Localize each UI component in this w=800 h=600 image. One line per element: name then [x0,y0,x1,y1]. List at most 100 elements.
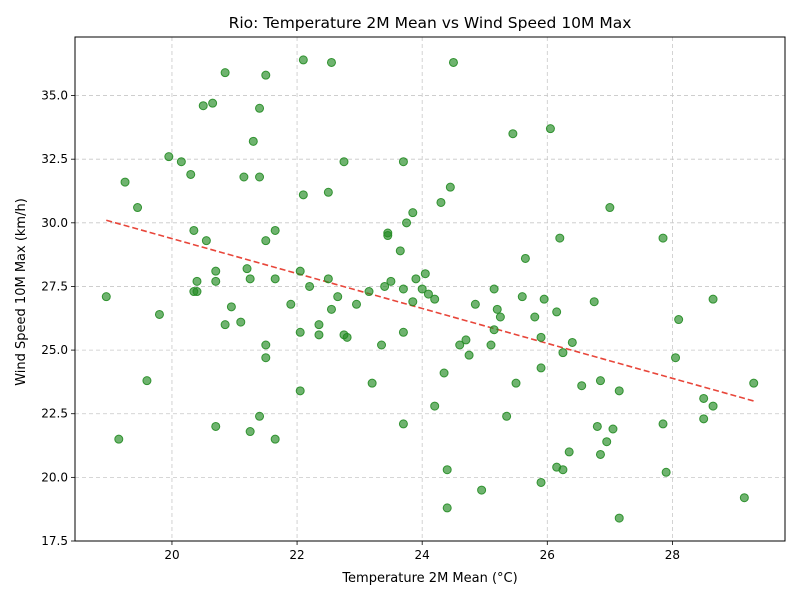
data-point [201,236,211,246]
data-point [439,368,449,378]
data-point [186,169,196,179]
data-point [442,465,452,475]
y-tick-label: 20.0 [41,470,68,484]
data-point [261,236,271,246]
data-point [592,421,602,431]
y-axis-label: Wind Speed 10M Max (km/h) [14,198,29,386]
data-point [558,348,568,358]
data-point [211,266,221,276]
data-point [420,269,430,279]
data-point [270,225,280,235]
data-point [605,203,615,213]
data-point [342,332,352,342]
data-point [245,274,255,284]
data-point [142,376,152,386]
data-point [154,309,164,319]
data-point [558,465,568,475]
data-point [564,447,574,457]
data-point [614,513,624,523]
data-point [270,274,280,284]
data-point [567,337,577,347]
data-point [602,437,612,447]
data-point [614,386,624,396]
data-point [220,68,230,78]
data-point [486,340,496,350]
data-point [708,401,718,411]
x-tick-label: 26 [540,548,555,562]
y-tick-label: 30.0 [41,216,68,230]
x-tick-label: 24 [415,548,430,562]
data-point [270,434,280,444]
data-point [333,292,343,302]
data-point [192,287,202,297]
data-point [242,264,252,274]
data-point [545,124,555,134]
x-tick-label: 28 [665,548,680,562]
data-point [211,276,221,286]
data-point [589,297,599,307]
data-point [502,411,512,421]
data-point [236,317,246,327]
data-point [398,419,408,429]
data-point [286,299,296,309]
data-point [489,325,499,335]
data-point [445,182,455,192]
data-point [661,467,671,477]
data-point [323,187,333,197]
data-point [448,57,458,67]
data-point [261,340,271,350]
data-point [455,340,465,350]
data-point [536,363,546,373]
y-tick-label: 27.5 [41,279,68,293]
data-point [461,335,471,345]
data-point [295,266,305,276]
data-point [520,253,530,263]
data-point [489,284,499,294]
data-point [386,276,396,286]
data-point [577,381,587,391]
data-point [408,297,418,307]
data-point [495,312,505,322]
trend-layer [106,219,754,402]
data-point [511,378,521,388]
data-point [398,327,408,337]
data-point [658,419,668,429]
data-point [326,304,336,314]
data-point [699,393,709,403]
y-axis-ticks: 17.5 20.0 22.5 25.0 27.5 30.0 32.5 35.0 [41,89,75,548]
data-point [383,231,393,241]
data-point [339,157,349,167]
data-point [380,281,390,291]
data-point [323,274,333,284]
data-point [295,327,305,337]
data-point [595,376,605,386]
data-point [442,503,452,513]
data-point [298,190,308,200]
data-point [508,129,518,139]
data-point [492,304,502,314]
data-point [208,98,218,108]
data-point [708,294,718,304]
data-point [211,421,221,431]
data-point [539,294,549,304]
data-point [436,197,446,207]
data-point [377,340,387,350]
data-point [517,292,527,302]
data-point [555,233,565,243]
data-point [674,315,684,325]
data-point [120,177,130,187]
data-point [198,101,208,111]
data-point [255,411,265,421]
data-point [133,203,143,213]
data-point [470,299,480,309]
data-point [367,378,377,388]
data-point [408,208,418,218]
chart-title: Rio: Temperature 2M Mean vs Wind Speed 1… [229,14,632,32]
plot-frame [74,36,786,542]
data-point [255,103,265,113]
data-point [423,289,433,299]
data-point [101,292,111,302]
data-point [261,353,271,363]
data-point [248,136,258,146]
data-point [398,157,408,167]
